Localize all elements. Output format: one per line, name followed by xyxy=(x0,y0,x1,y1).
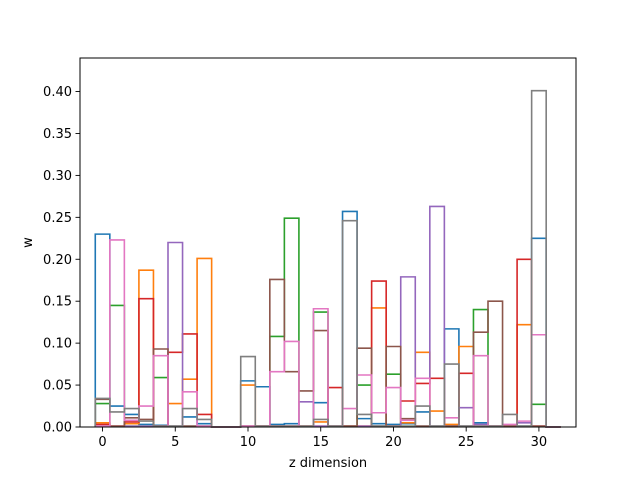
y-tick-label: 0.25 xyxy=(43,211,72,226)
x-tick-label: 25 xyxy=(458,435,475,450)
x-tick-label: 5 xyxy=(171,435,179,450)
y-tick-label: 0.00 xyxy=(43,421,72,436)
y-axis-label: w xyxy=(21,237,36,248)
x-axis-label: z dimension xyxy=(289,456,367,471)
y-tick-label: 0.10 xyxy=(43,337,72,352)
x-tick-label: 20 xyxy=(385,435,402,450)
y-tick-label: 0.35 xyxy=(43,127,72,142)
series-8-steps xyxy=(94,89,561,428)
x-tick-label: 0 xyxy=(98,435,106,450)
y-tick-label: 0.05 xyxy=(43,379,72,394)
y-tick-label: 0.20 xyxy=(43,253,72,268)
x-tick-label: 30 xyxy=(531,435,548,450)
x-tick-label: 10 xyxy=(240,435,257,450)
axes-frame xyxy=(79,57,577,428)
x-tick-label: 15 xyxy=(312,435,329,450)
x-axis: 0 5 10 15 20 25 30 xyxy=(98,427,547,450)
y-tick-label: 0.40 xyxy=(43,85,72,100)
series-layer xyxy=(94,89,561,428)
y-axis: 0.00 0.05 0.10 0.15 0.20 0.25 0.30 0.35 0.40 xyxy=(43,85,80,436)
y-tick-label: 0.15 xyxy=(43,295,72,310)
y-tick-label: 0.30 xyxy=(43,169,72,184)
